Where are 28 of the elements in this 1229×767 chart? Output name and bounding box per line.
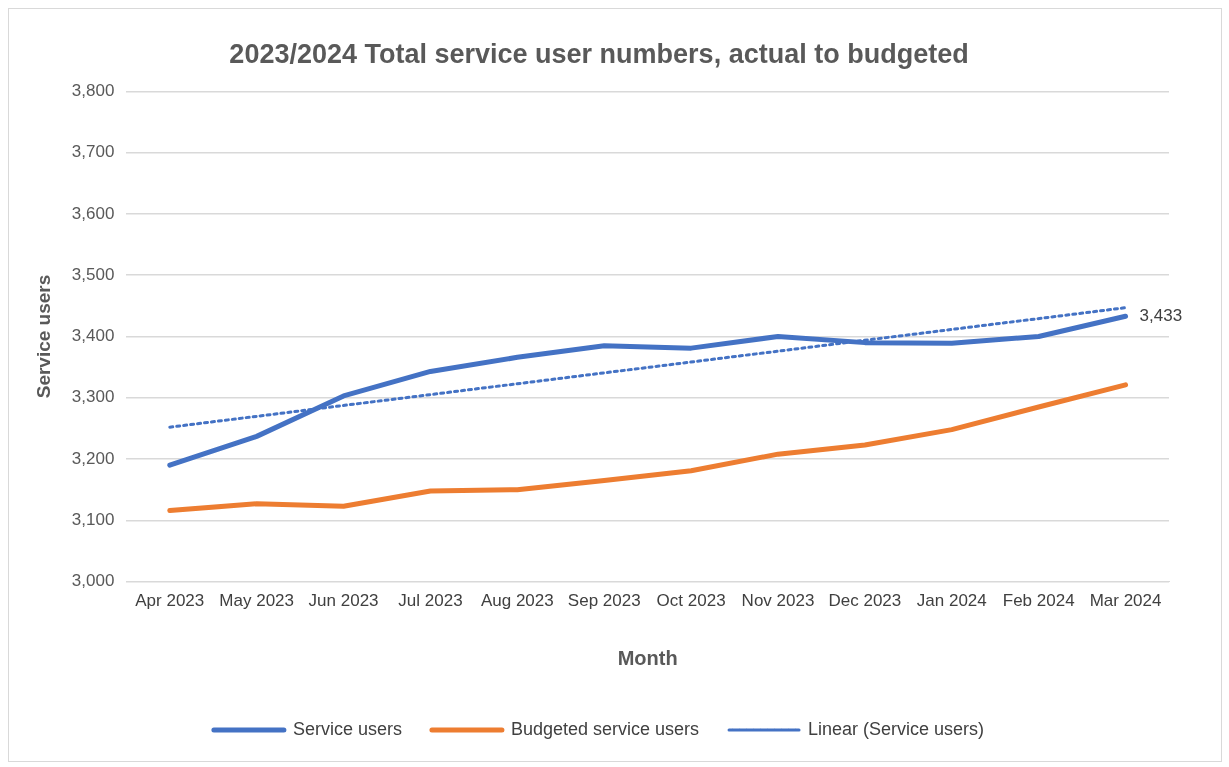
y-tick-label: 3,400 — [71, 326, 115, 346]
y-tick-label: 3,600 — [71, 203, 115, 223]
legend-label: Service users — [292, 718, 402, 739]
y-axis-title: Service users — [32, 274, 54, 399]
x-tick-label: Sep 2023 — [567, 591, 641, 611]
x-axis-title: Month — [617, 646, 678, 669]
x-tick-label: Aug 2023 — [480, 591, 554, 611]
annotation: 3,433 — [1139, 305, 1183, 325]
x-tick-label: Jan 2024 — [916, 591, 987, 611]
y-tick-label: 3,500 — [71, 264, 115, 284]
x-tick-label: Apr 2023 — [135, 591, 205, 611]
y-tick-label: 3,700 — [71, 142, 115, 162]
legend-label: Budgeted service users — [510, 718, 700, 739]
y-tick-label: 3,300 — [71, 387, 115, 407]
y-tick-label: 3,800 — [71, 81, 115, 101]
y-tick-label: 3,100 — [71, 510, 115, 530]
x-tick-label: Feb 2024 — [1002, 591, 1075, 611]
y-tick-label: 3,200 — [71, 448, 115, 468]
x-tick-label: Mar 2024 — [1089, 591, 1162, 611]
x-tick-label: Dec 2023 — [828, 591, 902, 611]
x-tick-label: Jul 2023 — [398, 591, 463, 611]
y-tick-label: 3,000 — [71, 571, 115, 591]
x-tick-label: Oct 2023 — [656, 591, 726, 611]
legend-label: Linear (Service users) — [808, 718, 985, 739]
x-tick-label: Jun 2023 — [308, 591, 379, 611]
x-tick-label: Nov 2023 — [741, 591, 815, 611]
chart-title: 2023/2024 Total service user numbers, actual to budgeted — [229, 38, 969, 69]
x-tick-label: May 2023 — [219, 591, 295, 611]
